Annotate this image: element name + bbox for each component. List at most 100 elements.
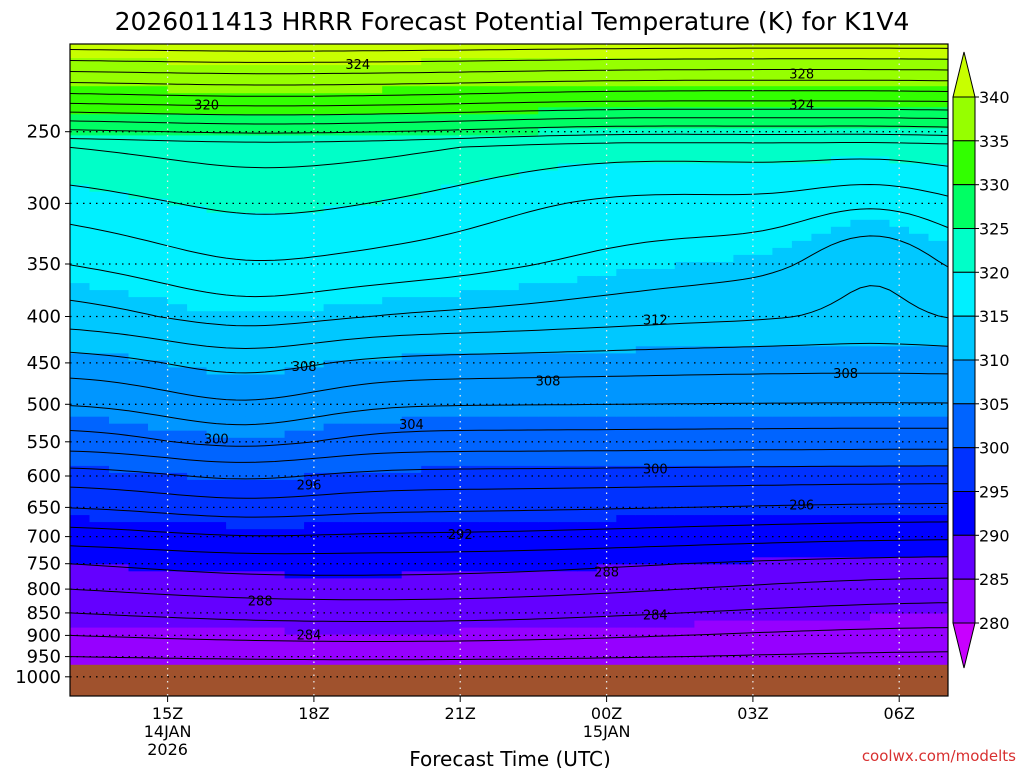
field-cell [577,198,598,207]
field-cell [479,543,500,551]
field-cell [538,135,559,143]
contour-line [70,602,948,622]
colorbar-label: 310 [979,351,1010,370]
field-cell [713,437,734,446]
field-cell [401,332,422,340]
field-cell [889,191,910,200]
field-cell [596,536,617,544]
field-cell [752,648,773,657]
field-cell [401,451,422,460]
field-cell [343,121,364,129]
field-cell [362,479,383,488]
field-cell [850,374,871,383]
field-cell [752,65,773,73]
field-cell [206,135,227,143]
field-cell [460,451,481,460]
field-cell [401,339,422,347]
field-cell [616,184,637,193]
field-cell [245,409,266,418]
field-cell [226,290,247,298]
field-cell [265,578,286,586]
field-cell [635,487,656,495]
field-cell [128,613,149,622]
field-cell [167,409,188,418]
field-cell [538,346,559,354]
field-cell [928,86,948,94]
field-cell [557,318,578,326]
field-cell [206,121,227,129]
field-cell [635,233,656,242]
field-cell [635,297,656,305]
field-cell [479,93,500,101]
field-cell [479,613,500,622]
field-cell [206,381,227,390]
field-cell [187,395,208,404]
field-cell [323,458,344,467]
field-cell [148,494,169,502]
field-cell [284,515,305,523]
field-cell [265,86,286,94]
field-cell [167,381,188,390]
y-tick-label: 750 [27,554,61,575]
field-cell [772,501,793,509]
field-cell [245,332,266,340]
field-cell [343,269,364,277]
field-cell [440,360,461,368]
field-cell [713,121,734,129]
field-cell [323,269,344,277]
field-cell [128,585,149,593]
field-cell [694,508,715,516]
field-cell [635,430,656,439]
field-cell [655,163,676,172]
field-cell [674,65,695,73]
field-cell [635,367,656,375]
field-cell [304,283,325,291]
field-cell [713,606,734,615]
field-cell [830,170,851,179]
field-cell [694,487,715,495]
field-cell [713,487,734,495]
contour-line [70,100,948,107]
field-cell [674,599,695,608]
field-cell [421,585,442,593]
field-cell [694,648,715,657]
field-cell [557,247,578,256]
field-cell [694,578,715,586]
field-cell [226,205,247,214]
field-cell [343,374,364,383]
field-cell [655,423,676,432]
field-cell [577,430,598,439]
field-cell [304,627,325,636]
field-cell [557,283,578,291]
field-cell [830,325,851,333]
field-cell [421,170,442,179]
field-cell [752,325,773,333]
field-cell [791,458,812,467]
y-tick-label: 550 [27,432,61,453]
field-cell [811,205,832,214]
field-cell [421,65,442,73]
field-cell [830,311,851,319]
field-cell [655,451,676,460]
field-cell [811,360,832,368]
field-cell [304,121,325,129]
field-cell [830,423,851,432]
field-cell [226,86,247,94]
field-cell [343,86,364,94]
field-cell [518,613,539,622]
field-cell [928,107,948,115]
field-cell [499,205,520,214]
field-cell [850,367,871,375]
field-cell [167,311,188,319]
field-cell [226,311,247,319]
field-cell [557,72,578,80]
field-cell [635,170,656,179]
field-cell [772,388,793,397]
field-cell [265,395,286,404]
field-cell [635,128,656,136]
field-cell [557,262,578,270]
field-cell [577,508,598,516]
field-cell [128,128,149,136]
field-cell [460,599,481,608]
